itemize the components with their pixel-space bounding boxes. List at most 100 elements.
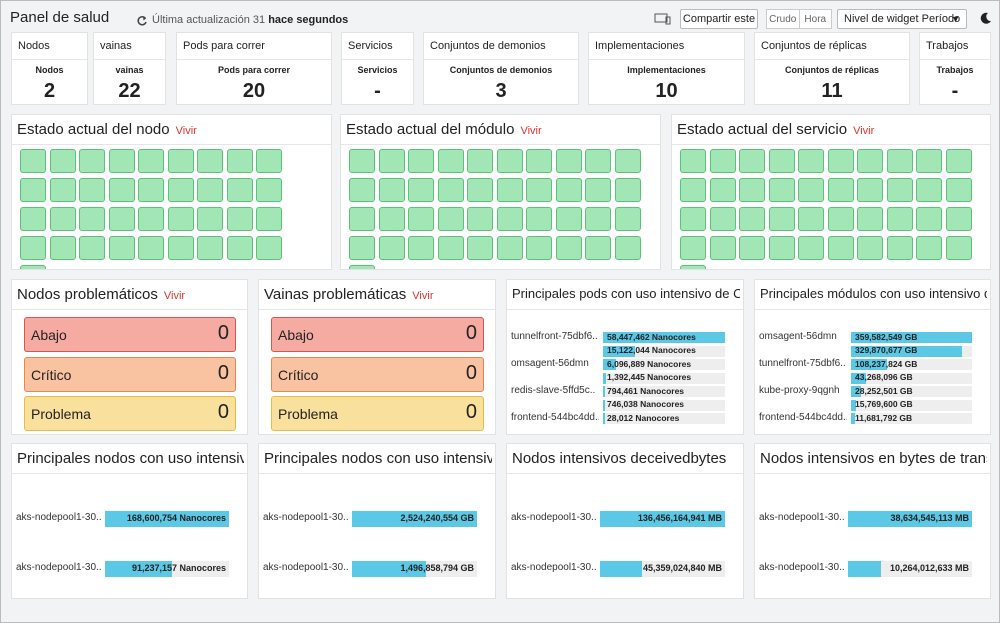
status-cell[interactable] <box>437 149 464 173</box>
status-cell[interactable] <box>197 207 223 231</box>
status-cell[interactable] <box>79 207 105 231</box>
status-cell[interactable] <box>167 178 194 202</box>
status-cell[interactable] <box>916 236 942 260</box>
status-cell[interactable] <box>108 178 135 202</box>
status-cell[interactable] <box>827 149 854 173</box>
status-cell[interactable] <box>256 178 282 202</box>
problem-item[interactable]: Problema 0 <box>24 396 236 431</box>
live-link[interactable]: Vivir <box>163 290 186 302</box>
status-cell[interactable] <box>709 149 736 173</box>
status-cell[interactable] <box>555 178 582 202</box>
bar[interactable] <box>105 561 173 577</box>
bar[interactable] <box>851 386 861 397</box>
status-cell[interactable] <box>467 236 493 260</box>
status-cell[interactable] <box>167 236 194 260</box>
status-cell[interactable] <box>768 207 795 231</box>
status-cell[interactable] <box>614 178 641 202</box>
status-cell[interactable] <box>526 207 552 231</box>
live-link[interactable]: Vivir <box>520 125 542 137</box>
raw-option[interactable]: Crudo <box>767 10 800 28</box>
status-cell[interactable] <box>437 236 464 260</box>
status-cell[interactable] <box>138 236 164 260</box>
bar[interactable] <box>600 511 725 527</box>
status-cell[interactable] <box>349 265 375 269</box>
live-link[interactable]: Vivir <box>175 125 197 137</box>
bar[interactable] <box>851 413 855 424</box>
status-cell[interactable] <box>108 207 135 231</box>
status-cell[interactable] <box>378 178 405 202</box>
bar[interactable] <box>848 511 972 527</box>
problem-item[interactable]: Crítico 0 <box>271 356 484 392</box>
status-cell[interactable] <box>138 178 164 202</box>
status-cell[interactable] <box>138 207 164 231</box>
status-cell[interactable] <box>167 207 194 231</box>
status-cell[interactable] <box>378 236 405 260</box>
status-cell[interactable] <box>585 149 611 173</box>
status-cell[interactable] <box>555 207 582 231</box>
status-cell[interactable] <box>108 236 135 260</box>
status-cell[interactable] <box>49 236 76 260</box>
bar[interactable] <box>851 345 962 357</box>
status-cell[interactable] <box>408 149 434 173</box>
status-cell[interactable] <box>349 236 375 260</box>
status-cell[interactable] <box>20 149 46 173</box>
status-cell[interactable] <box>709 178 736 202</box>
status-cell[interactable] <box>467 178 493 202</box>
live-link[interactable]: Vivir <box>412 290 434 302</box>
status-cell[interactable] <box>437 178 464 202</box>
status-cell[interactable] <box>496 149 523 173</box>
status-cell[interactable] <box>739 207 765 231</box>
status-cell[interactable] <box>378 207 405 231</box>
status-cell[interactable] <box>79 178 105 202</box>
bar[interactable] <box>105 511 229 527</box>
status-cell[interactable] <box>857 207 883 231</box>
status-cell[interactable] <box>408 178 434 202</box>
status-cell[interactable] <box>857 236 883 260</box>
bar[interactable] <box>851 399 857 411</box>
status-cell[interactable] <box>709 236 736 260</box>
status-cell[interactable] <box>916 178 942 202</box>
status-cell[interactable] <box>680 236 706 260</box>
status-cell[interactable] <box>437 207 464 231</box>
status-cell[interactable] <box>916 149 942 173</box>
status-cell[interactable] <box>585 236 611 260</box>
status-cell[interactable] <box>197 236 223 260</box>
status-cell[interactable] <box>197 149 223 173</box>
status-cell[interactable] <box>20 236 46 260</box>
status-cell[interactable] <box>555 149 582 173</box>
status-cell[interactable] <box>526 236 552 260</box>
status-cell[interactable] <box>79 236 105 260</box>
status-cell[interactable] <box>256 236 282 260</box>
bar[interactable] <box>603 345 635 357</box>
status-cell[interactable] <box>798 178 824 202</box>
bar[interactable] <box>851 372 866 384</box>
bar[interactable] <box>603 332 725 343</box>
status-cell[interactable] <box>496 207 523 231</box>
problem-item[interactable]: Abajo 0 <box>271 317 484 352</box>
status-cell[interactable] <box>680 265 706 269</box>
status-cell[interactable] <box>467 149 493 173</box>
bar[interactable] <box>851 332 972 343</box>
status-cell[interactable] <box>79 149 105 173</box>
bar[interactable] <box>603 413 605 424</box>
status-cell[interactable] <box>886 207 913 231</box>
status-cell[interactable] <box>768 149 795 173</box>
status-cell[interactable] <box>526 149 552 173</box>
status-cell[interactable] <box>798 149 824 173</box>
status-cell[interactable] <box>49 207 76 231</box>
status-cell[interactable] <box>378 149 405 173</box>
status-cell[interactable] <box>226 207 253 231</box>
bar[interactable] <box>603 372 606 384</box>
status-cell[interactable] <box>739 236 765 260</box>
device-icon[interactable] <box>654 12 672 26</box>
status-cell[interactable] <box>20 207 46 231</box>
problem-item[interactable]: Crítico 0 <box>24 356 236 392</box>
status-cell[interactable] <box>614 236 641 260</box>
status-cell[interactable] <box>945 149 972 173</box>
status-cell[interactable] <box>614 207 641 231</box>
bar[interactable] <box>603 386 605 397</box>
status-cell[interactable] <box>197 178 223 202</box>
bar[interactable] <box>848 561 881 577</box>
status-cell[interactable] <box>49 149 76 173</box>
status-cell[interactable] <box>886 149 913 173</box>
